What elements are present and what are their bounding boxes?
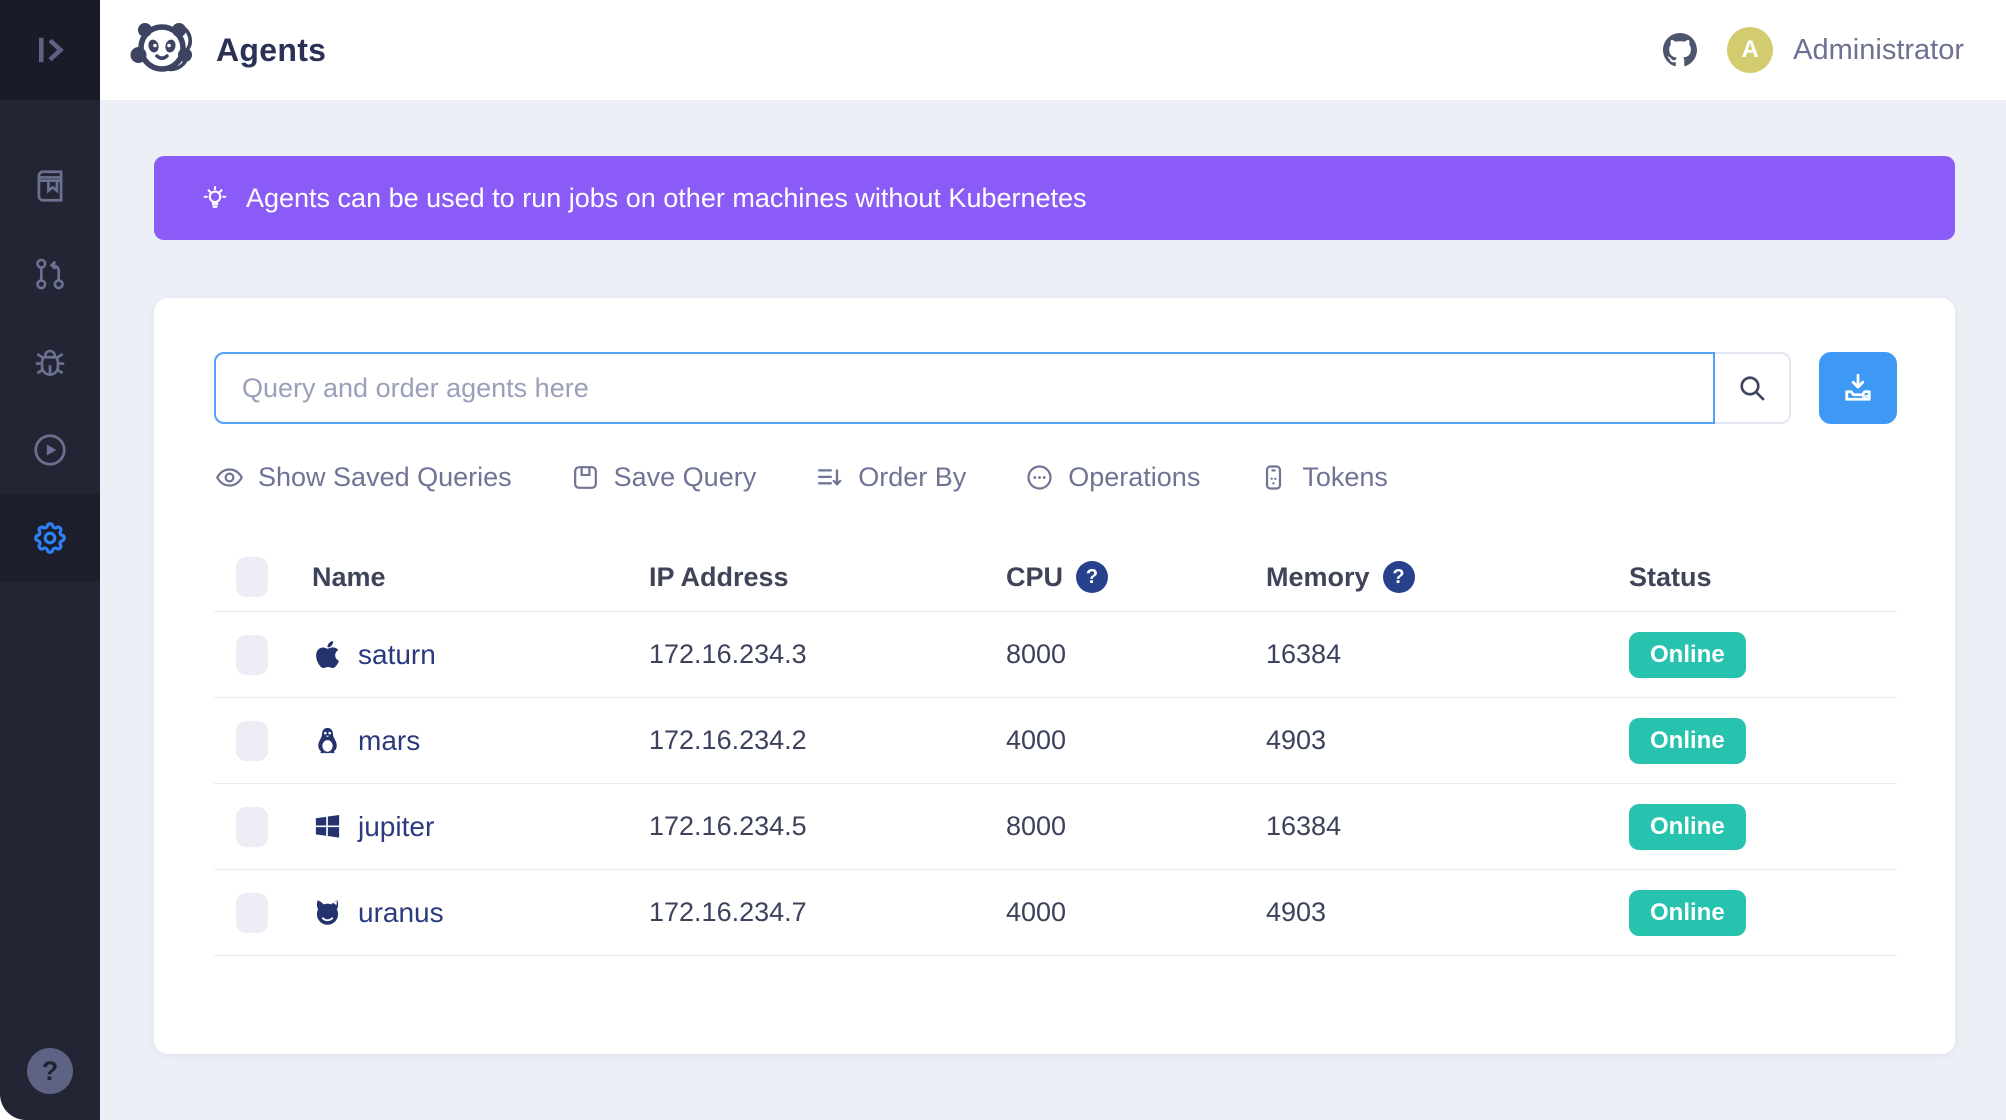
avatar-initial: A <box>1741 36 1759 63</box>
column-header-memory[interactable]: Memory <box>1266 561 1370 592</box>
tool-label: Order By <box>858 462 967 492</box>
help-icon: ? <box>41 1055 59 1086</box>
table-row: saturn 172.16.234.3 8000 16384 Online <box>214 611 1897 697</box>
cpu-help-icon[interactable]: ? <box>1076 561 1109 593</box>
column-header-cpu[interactable]: CPU <box>1006 561 1064 592</box>
tool-label: Operations <box>1068 462 1201 492</box>
table-row: jupiter 172.16.234.5 8000 16384 Online <box>214 783 1897 869</box>
column-header-ip[interactable]: IP Address <box>649 561 789 592</box>
table-bottom-divider <box>214 955 1897 956</box>
agent-name-link[interactable]: saturn <box>358 638 436 670</box>
status-badge: Online <box>1629 717 1746 764</box>
lightbulb-icon <box>203 185 227 208</box>
sidebar-item-settings[interactable] <box>0 494 100 582</box>
query-toolbar: Show Saved Queries Save Query Order <box>214 462 1897 493</box>
row-checkbox[interactable] <box>236 634 268 675</box>
freebsd-icon <box>316 900 339 925</box>
book-icon <box>37 170 63 202</box>
sidebar-expand-button[interactable] <box>0 0 100 100</box>
order-by-button[interactable]: Order By <box>814 462 966 493</box>
tool-label: Show Saved Queries <box>258 462 512 492</box>
search-row <box>214 352 1897 424</box>
agents-card: Show Saved Queries Save Query Order <box>154 298 1955 1054</box>
select-all-checkbox[interactable] <box>236 557 268 597</box>
row-checkbox[interactable] <box>236 720 268 761</box>
sidebar-item-runners[interactable] <box>0 406 100 494</box>
app-logo-panda-icon <box>130 23 192 72</box>
agent-memory: 16384 <box>1266 811 1342 841</box>
info-banner: Agents can be used to run jobs on other … <box>154 156 1955 240</box>
order-by-icon <box>818 469 842 486</box>
header-right: A Administrator <box>1663 27 1964 73</box>
agent-cpu: 4000 <box>1006 725 1067 755</box>
agents-table: Name IP Address CPU ? Memory ? Status <box>214 543 1897 956</box>
status-badge: Online <box>1629 631 1746 678</box>
agent-ip: 172.16.234.7 <box>649 897 807 927</box>
banner-text: Agents can be used to run jobs on other … <box>246 182 1087 213</box>
memory-help-icon[interactable]: ? <box>1382 561 1415 593</box>
operations-button[interactable]: Operations <box>1024 462 1200 493</box>
row-checkbox[interactable] <box>236 892 268 933</box>
agent-ip: 172.16.234.3 <box>649 639 807 669</box>
apple-icon <box>316 640 339 669</box>
save-query-button[interactable]: Save Query <box>570 462 757 493</box>
tool-label: Save Query <box>613 462 757 492</box>
search-icon <box>1740 376 1765 401</box>
tool-label: Tokens <box>1302 462 1388 492</box>
search-button[interactable] <box>1715 352 1791 424</box>
header: Agents A Administrator <box>100 0 2006 100</box>
page-title: Agents <box>216 31 327 68</box>
table-row: uranus 172.16.234.7 4000 4903 Online <box>214 869 1897 955</box>
status-badge: Online <box>1629 803 1746 850</box>
operations-icon <box>1027 465 1052 490</box>
agent-cpu: 8000 <box>1006 811 1067 841</box>
search-input[interactable] <box>214 352 1715 424</box>
agent-memory: 4903 <box>1266 897 1327 927</box>
play-circle-icon <box>34 434 66 466</box>
git-pull-request-icon <box>36 258 64 290</box>
gear-icon <box>34 522 66 554</box>
table-header-row: Name IP Address CPU ? Memory ? Status <box>214 543 1897 611</box>
github-icon[interactable] <box>1663 33 1698 67</box>
agent-name-link[interactable]: uranus <box>358 896 444 928</box>
linux-icon <box>318 727 337 754</box>
show-saved-queries-button[interactable]: Show Saved Queries <box>214 462 512 493</box>
install-agent-button[interactable] <box>1819 352 1897 424</box>
windows-icon <box>315 815 340 838</box>
sidebar-item-keys[interactable] <box>0 230 100 318</box>
tokens-button[interactable]: Tokens <box>1258 462 1388 493</box>
bug-icon <box>35 349 65 376</box>
avatar[interactable]: A <box>1727 27 1774 73</box>
sidebar-item-tasks[interactable] <box>0 318 100 406</box>
agent-name-link[interactable]: jupiter <box>358 810 435 842</box>
agent-ip: 172.16.234.2 <box>649 725 807 755</box>
agent-cpu: 4000 <box>1006 897 1067 927</box>
download-icon <box>1845 373 1871 401</box>
tokens-icon <box>1266 465 1282 490</box>
agent-ip: 172.16.234.5 <box>649 811 807 841</box>
eye-icon <box>215 468 244 487</box>
agent-name-link[interactable]: mars <box>358 724 421 756</box>
table-row: mars 172.16.234.2 4000 4903 Online <box>214 697 1897 783</box>
agent-cpu: 8000 <box>1006 639 1067 669</box>
sidebar-nav <box>0 142 100 582</box>
sidebar-item-projects[interactable] <box>0 142 100 230</box>
expand-icon <box>38 37 64 63</box>
status-badge: Online <box>1629 889 1746 936</box>
sidebar: ? <box>0 0 100 1120</box>
row-checkbox[interactable] <box>236 806 268 847</box>
column-header-status[interactable]: Status <box>1629 561 1712 592</box>
help-button[interactable]: ? <box>27 1048 73 1094</box>
column-header-name[interactable]: Name <box>312 561 386 592</box>
main-content: Agents can be used to run jobs on other … <box>100 100 2006 1120</box>
save-icon <box>573 466 597 489</box>
agent-memory: 4903 <box>1266 725 1327 755</box>
user-name[interactable]: Administrator <box>1793 33 1964 66</box>
agent-memory: 16384 <box>1266 639 1342 669</box>
